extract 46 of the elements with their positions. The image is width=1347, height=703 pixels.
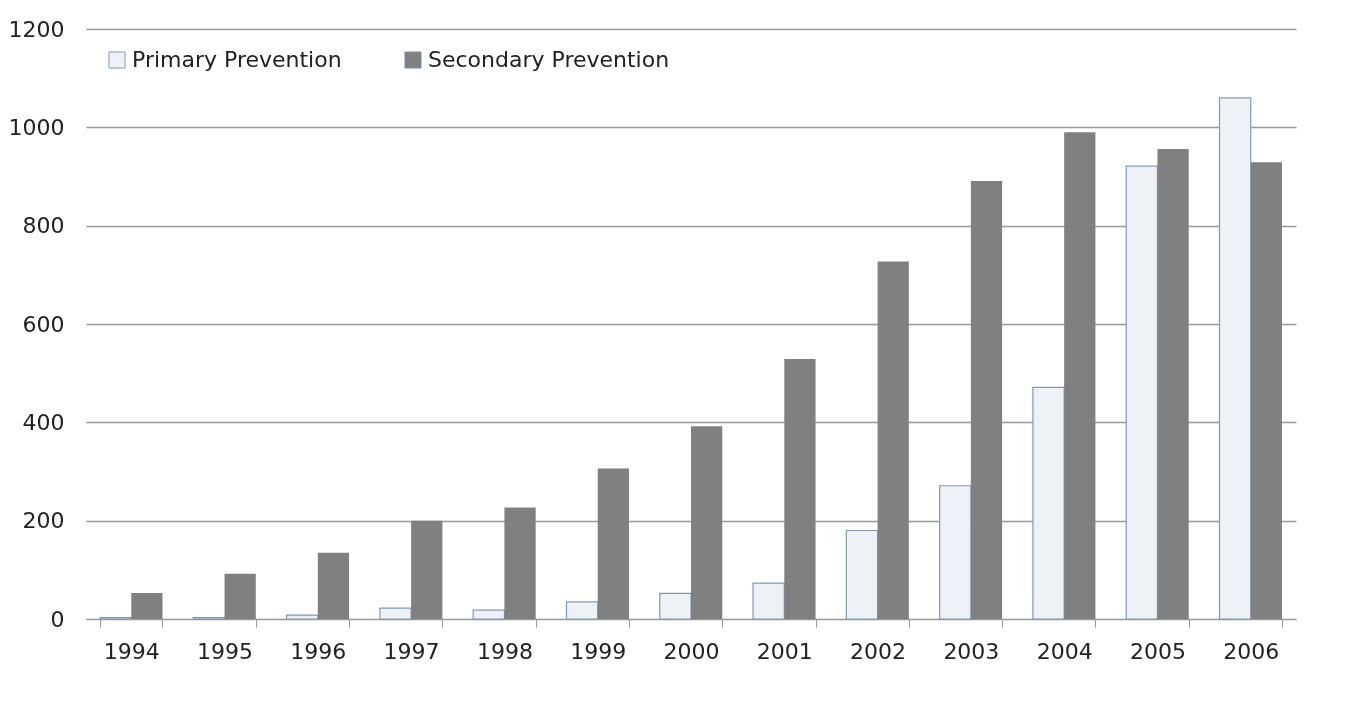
x-tick-label: 2003: [943, 638, 1000, 664]
bar: [411, 520, 443, 619]
x-tick-label: 2001: [756, 638, 813, 664]
bar: [1250, 162, 1283, 619]
y-tick-label: 1000: [8, 114, 65, 140]
bar: [224, 573, 256, 619]
bar: [285, 614, 319, 620]
x-tick-label: 1998: [476, 638, 533, 664]
bar: [1064, 132, 1096, 619]
bar: [752, 582, 785, 620]
bar: [597, 468, 629, 619]
bar: [1157, 148, 1189, 619]
x-tick-label: 1995: [197, 638, 254, 664]
x-tick-label: 1996: [290, 638, 347, 664]
bar: [565, 601, 599, 620]
x-tick-label: 2005: [1129, 638, 1186, 664]
bar: [845, 529, 879, 620]
bar: [877, 261, 909, 619]
bar: [1032, 386, 1065, 620]
bar: [317, 552, 350, 619]
x-tick-label: 1997: [383, 638, 440, 664]
bar: [379, 607, 412, 620]
x-tick-label: 2006: [1223, 638, 1280, 664]
x-tick-label: 1999: [570, 638, 627, 664]
bar: [970, 180, 1003, 619]
x-tick-label: 2000: [663, 638, 720, 664]
bar: [131, 592, 163, 619]
x-tick-label: 1994: [103, 638, 160, 664]
bar: [659, 592, 692, 620]
bar: [784, 358, 816, 619]
x-tick-label: 2002: [850, 638, 907, 664]
bar: [939, 485, 972, 620]
y-tick-label: 200: [22, 508, 65, 534]
y-tick-label: 800: [22, 213, 65, 239]
bar: [1218, 97, 1252, 620]
y-tick-label: 400: [22, 409, 65, 435]
bar: [504, 507, 536, 619]
bar: [691, 426, 723, 619]
legend-label: Primary Prevention: [132, 47, 342, 72]
legend-label: Secondary Prevention: [428, 47, 670, 72]
bar: [1125, 165, 1159, 620]
y-tick-label: 0: [50, 606, 65, 632]
bar: [472, 609, 506, 620]
y-tick-label: 1200: [8, 16, 65, 42]
y-tick-label: 600: [22, 311, 65, 337]
x-tick-label: 2004: [1036, 638, 1093, 664]
